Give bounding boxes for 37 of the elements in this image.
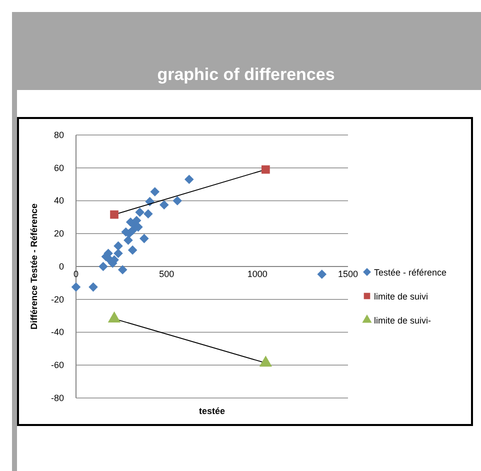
point [317, 270, 327, 279]
point [135, 208, 144, 217]
point [124, 236, 133, 245]
y-tick-label: -40 [50, 327, 64, 338]
y-axis-title: Différence Testée - Référence [29, 204, 39, 330]
point [98, 262, 108, 272]
y-tick-label: -80 [50, 392, 64, 403]
x-tick-label: 1000 [247, 268, 268, 279]
y-tick-label: 40 [54, 196, 64, 206]
point [140, 234, 149, 244]
y-tick-label: 0 [58, 261, 64, 272]
legend-label: limite de suivi [374, 292, 428, 302]
point [114, 248, 123, 258]
y-tick-label: -20 [50, 294, 64, 304]
y-tick-label: -60 [50, 360, 64, 370]
x-axis-title: testée [198, 406, 226, 416]
point [88, 282, 98, 292]
x-tick-label: 1500 [338, 268, 358, 279]
chart-title: graphic of differences [157, 65, 335, 84]
point [128, 245, 138, 255]
y-tick-label: 60 [54, 162, 64, 173]
y-tick-label: 80 [54, 130, 64, 140]
point [184, 174, 194, 184]
point [159, 200, 169, 210]
point [172, 196, 182, 206]
legend-label: limite de suivi- [374, 316, 432, 326]
x-tick-label: 0 [73, 268, 79, 279]
point [110, 210, 118, 219]
point [114, 241, 123, 251]
x-tick-label: 500 [159, 268, 174, 279]
legend-label: Testée - référence [374, 268, 447, 278]
point [144, 209, 153, 219]
y-tick-label: 20 [54, 228, 64, 239]
point [118, 265, 128, 274]
point [71, 282, 81, 292]
point [150, 187, 160, 196]
point [261, 165, 270, 174]
